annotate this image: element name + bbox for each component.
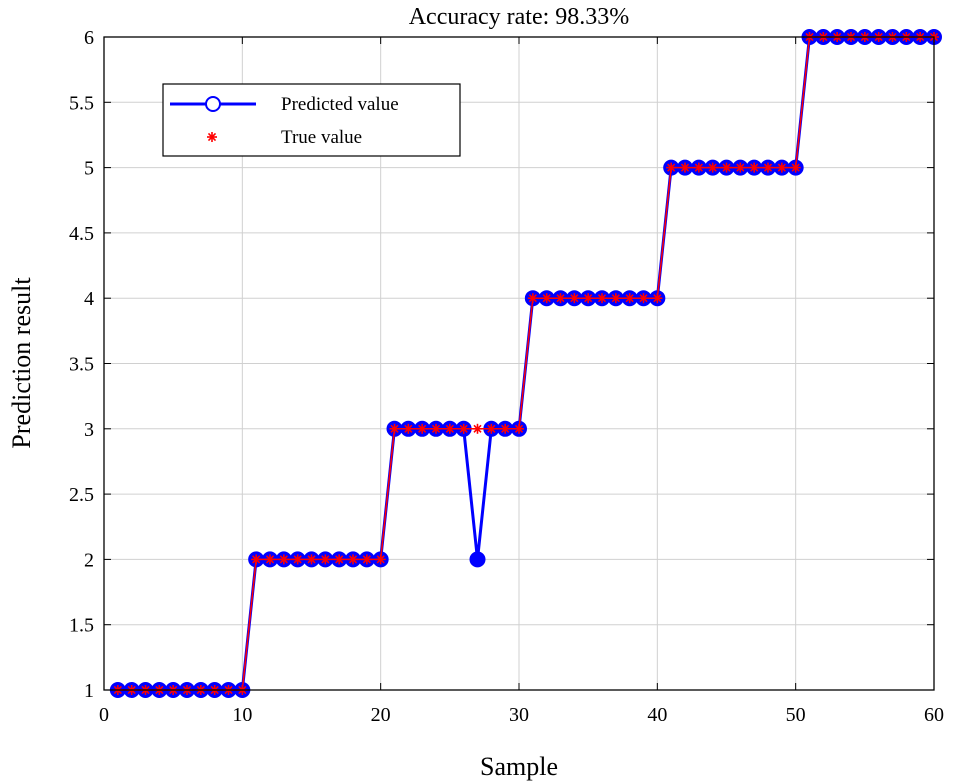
x-tick-label: 20 xyxy=(371,704,391,726)
predicted-value-point xyxy=(469,551,486,568)
true-value-point xyxy=(472,423,483,434)
y-tick-label: 3.5 xyxy=(69,354,94,376)
legend-predicted-label: Predicted value xyxy=(281,94,399,115)
true-value-point xyxy=(292,554,303,565)
true-value-point xyxy=(361,554,372,565)
legend-box xyxy=(162,83,461,157)
true-value-point xyxy=(693,162,704,173)
true-value-point xyxy=(417,423,428,434)
true-value-point xyxy=(735,162,746,173)
x-tick-label: 0 xyxy=(99,704,109,726)
y-ticks: 1 1.5 2 2.5 3 3.5 4 4.5 5 5.5 6 xyxy=(69,27,934,702)
y-tick-label: 5.5 xyxy=(69,92,94,114)
true-value-point xyxy=(278,554,289,565)
true-value-point xyxy=(666,162,677,173)
legend: Predicted value True value xyxy=(162,83,461,157)
legend-true-marker xyxy=(207,132,217,142)
true-value-point xyxy=(638,293,649,304)
x-tick-label: 30 xyxy=(509,704,529,726)
true-value-point xyxy=(375,554,386,565)
true-value-point xyxy=(597,293,607,304)
true-value-point xyxy=(444,423,455,434)
true-value-point xyxy=(790,162,801,173)
true-value-point xyxy=(389,423,400,434)
y-tick-label: 3 xyxy=(84,419,94,441)
true-value-point xyxy=(624,293,635,304)
x-ticks: 0 10 20 30 40 50 60 xyxy=(99,37,944,726)
y-tick-label: 1 xyxy=(84,680,94,702)
y-tick-label: 1.5 xyxy=(69,615,94,637)
true-value-point xyxy=(334,554,345,565)
true-value-point xyxy=(348,554,358,565)
true-value-point xyxy=(500,423,511,434)
true-value-point xyxy=(306,554,317,565)
true-value-point xyxy=(431,423,441,434)
true-value-point xyxy=(569,293,580,304)
legend-true-star xyxy=(207,132,217,142)
true-value-point xyxy=(403,423,414,434)
y-tick-label: 5 xyxy=(84,158,94,180)
plot-frame xyxy=(103,36,935,691)
series-layer xyxy=(109,29,942,698)
legend-predicted-marker xyxy=(205,96,221,112)
true-value-point xyxy=(680,162,690,173)
x-tick-label: 40 xyxy=(647,704,667,726)
true-value-point xyxy=(541,293,552,304)
true-value-point xyxy=(555,293,566,304)
y-tick-label: 4.5 xyxy=(69,223,94,245)
true-value-point xyxy=(486,423,497,434)
true-value-point xyxy=(320,554,331,565)
chart-title: Accuracy rate: 98.33% xyxy=(409,4,630,30)
true-value-point xyxy=(763,162,773,173)
true-value-point xyxy=(527,293,538,304)
legend-true-label: True value xyxy=(281,127,362,148)
true-value-point xyxy=(749,162,760,173)
y-tick-label: 2 xyxy=(84,549,94,571)
true-value-point xyxy=(610,293,621,304)
true-value-point xyxy=(265,554,275,565)
true-value-point xyxy=(776,162,787,173)
x-tick-label: 50 xyxy=(786,704,806,726)
y-tick-label: 6 xyxy=(84,27,94,49)
true-value-point xyxy=(251,554,262,565)
x-tick-label: 10 xyxy=(232,704,252,726)
true-value-line xyxy=(117,36,934,691)
x-axis-label: Sample xyxy=(480,752,558,781)
true-value-point xyxy=(583,293,594,304)
true-value-point xyxy=(707,162,718,173)
true-value-point xyxy=(652,293,663,304)
true-value-point xyxy=(458,423,469,434)
y-tick-label: 2.5 xyxy=(69,484,94,506)
true-value-point xyxy=(514,423,524,434)
y-tick-label: 4 xyxy=(84,288,94,310)
x-tick-label: 60 xyxy=(924,704,944,726)
true-value-point xyxy=(721,162,732,173)
y-axis-label: Prediction result xyxy=(7,277,36,449)
